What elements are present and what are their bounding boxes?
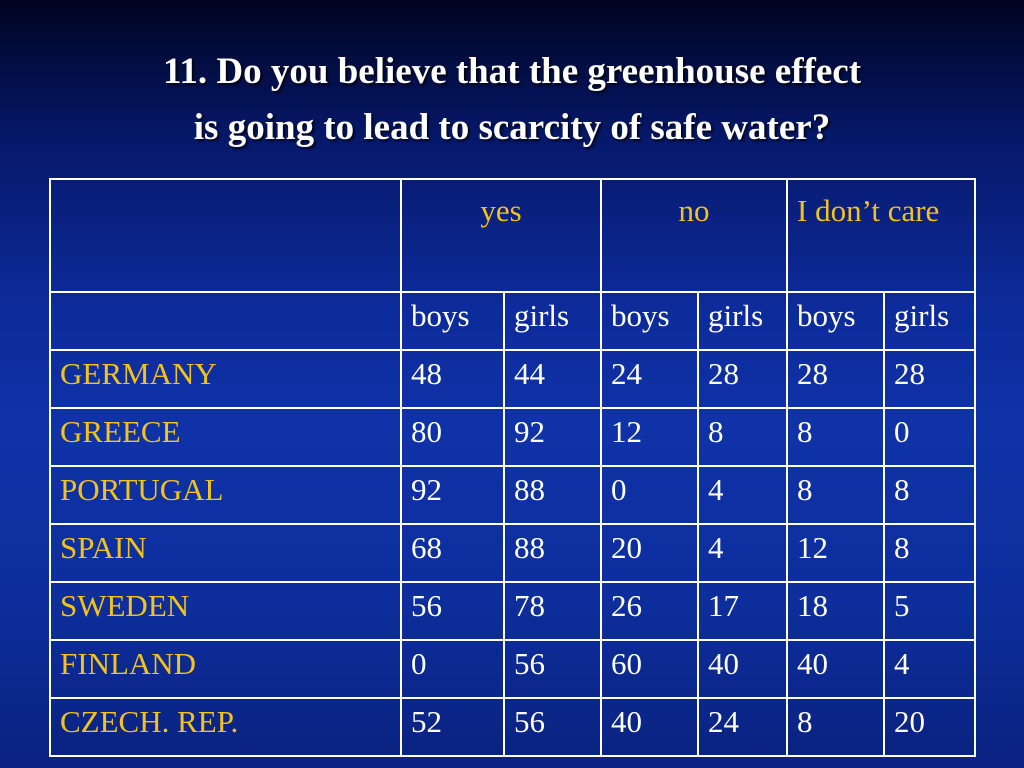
value-cell: 40: [600, 697, 700, 757]
value-cell: 8: [697, 407, 789, 467]
column-group-yes: yes: [399, 178, 603, 293]
table-subheader-row: boys girls boys girls boys girls: [49, 291, 977, 351]
column-group-no: no: [600, 178, 789, 293]
value-cell: 26: [600, 581, 700, 641]
value-cell: 80: [400, 407, 505, 467]
subheader-cell: girls: [883, 291, 977, 351]
value-cell: 28: [697, 349, 789, 409]
slide-title: 11. Do you believe that the greenhouse e…: [0, 44, 1024, 156]
country-cell: GERMANY: [49, 349, 402, 409]
value-cell: 24: [697, 697, 789, 757]
value-cell: 28: [786, 349, 886, 409]
value-cell: 78: [502, 581, 603, 641]
value-cell: 8: [883, 465, 977, 525]
country-cell: SPAIN: [49, 523, 402, 583]
value-cell: 4: [883, 639, 977, 699]
country-cell: GREECE: [49, 407, 402, 467]
value-cell: 18: [786, 581, 886, 641]
table-row: GREECE 80 92 12 8 8 0: [49, 407, 977, 467]
subheader-cell: boys: [786, 291, 886, 351]
table-row: FINLAND 0 56 60 40 40 4: [49, 639, 977, 699]
value-cell: 92: [400, 465, 505, 525]
value-cell: 56: [502, 639, 603, 699]
table-row: SWEDEN 56 78 26 17 18 5: [49, 581, 977, 641]
value-cell: 44: [502, 349, 603, 409]
table-row: CZECH. REP. 52 56 40 24 8 20: [49, 697, 977, 757]
subheader-cell: boys: [600, 291, 700, 351]
value-cell: 5: [883, 581, 977, 641]
value-cell: 56: [502, 697, 603, 757]
slide-title-line-2: is going to lead to scarcity of safe wat…: [193, 107, 831, 148]
empty-subheader-cell: [49, 291, 402, 351]
survey-table: yes no I don’t care boys girls boys girl…: [49, 178, 977, 757]
value-cell: 88: [502, 465, 603, 525]
table-row: GERMANY 48 44 24 28 28 28: [49, 349, 977, 409]
subheader-cell: girls: [502, 291, 603, 351]
value-cell: 12: [786, 523, 886, 583]
subheader-cell: boys: [400, 291, 505, 351]
table-header-row: yes no I don’t care: [49, 178, 977, 293]
value-cell: 4: [697, 465, 789, 525]
value-cell: 68: [400, 523, 505, 583]
value-cell: 56: [400, 581, 505, 641]
value-cell: 8: [786, 407, 886, 467]
value-cell: 24: [600, 349, 700, 409]
value-cell: 0: [600, 465, 700, 525]
value-cell: 8: [883, 523, 977, 583]
value-cell: 20: [600, 523, 700, 583]
value-cell: 60: [600, 639, 700, 699]
value-cell: 40: [786, 639, 886, 699]
value-cell: 52: [400, 697, 505, 757]
value-cell: 4: [697, 523, 789, 583]
country-cell: CZECH. REP.: [49, 697, 402, 757]
column-group-dont-care: I don’t care: [786, 178, 977, 293]
value-cell: 40: [697, 639, 789, 699]
value-cell: 8: [786, 697, 886, 757]
subheader-cell: girls: [697, 291, 789, 351]
slide-title-line-1: 11. Do you believe that the greenhouse e…: [162, 51, 862, 92]
value-cell: 0: [400, 639, 505, 699]
country-cell: FINLAND: [49, 639, 402, 699]
value-cell: 8: [786, 465, 886, 525]
value-cell: 48: [400, 349, 505, 409]
value-cell: 12: [600, 407, 700, 467]
table-row: PORTUGAL 92 88 0 4 8 8: [49, 465, 977, 525]
value-cell: 92: [502, 407, 603, 467]
country-cell: SWEDEN: [49, 581, 402, 641]
value-cell: 28: [883, 349, 977, 409]
country-cell: PORTUGAL: [49, 465, 402, 525]
empty-corner-cell: [49, 178, 402, 293]
table-row: SPAIN 68 88 20 4 12 8: [49, 523, 977, 583]
value-cell: 20: [883, 697, 977, 757]
value-cell: 0: [883, 407, 977, 467]
value-cell: 88: [502, 523, 603, 583]
value-cell: 17: [697, 581, 789, 641]
